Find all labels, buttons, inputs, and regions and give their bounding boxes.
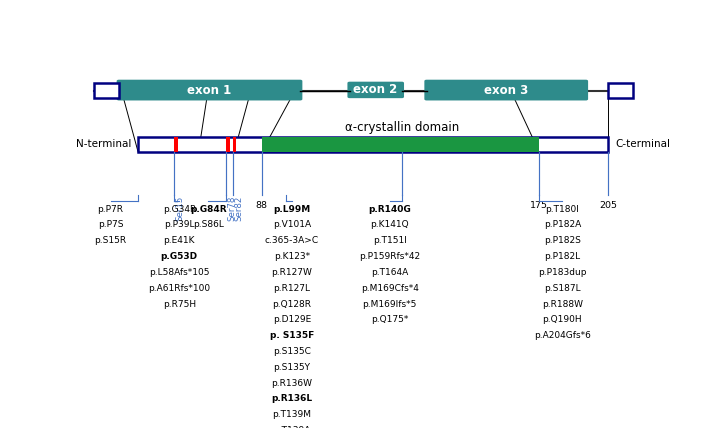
Bar (608, 83, 632, 98)
Text: p.R188W: p.R188W (542, 300, 583, 309)
Text: p.A204Gfs*6: p.A204Gfs*6 (534, 331, 591, 340)
Bar (233, 137, 236, 152)
Text: p.P159Rfs*42: p.P159Rfs*42 (359, 252, 420, 261)
Bar (262, 137, 540, 152)
Text: p.S15R: p.S15R (94, 236, 127, 245)
Text: p.M169Ifs*5: p.M169Ifs*5 (362, 300, 417, 309)
Text: p.R75H: p.R75H (163, 300, 196, 309)
Text: c.365-3A>C: c.365-3A>C (265, 236, 319, 245)
Text: 175: 175 (530, 201, 548, 210)
Text: p.P182A: p.P182A (544, 220, 581, 229)
Bar (226, 137, 230, 152)
Text: p.G34R: p.G34R (162, 205, 196, 214)
Text: p.P7S: p.P7S (98, 220, 123, 229)
Text: 205: 205 (599, 201, 617, 210)
Text: p.Q190H: p.Q190H (542, 315, 582, 324)
Text: p.E41K: p.E41K (164, 236, 195, 245)
Text: p.P7R: p.P7R (98, 205, 123, 214)
Text: Ser82: Ser82 (234, 196, 243, 221)
Text: p.D129E: p.D129E (273, 315, 311, 324)
Text: p.T151I: p.T151I (373, 236, 407, 245)
Text: p.P182S: p.P182S (544, 236, 581, 245)
FancyBboxPatch shape (347, 82, 404, 98)
Text: p.R127L: p.R127L (274, 284, 311, 293)
Text: p.G84R: p.G84R (190, 205, 227, 214)
Text: p.Q175*: p.Q175* (371, 315, 408, 324)
Text: p.K141Q: p.K141Q (370, 220, 409, 229)
Text: p.T180I: p.T180I (545, 205, 579, 214)
Text: p.K123*: p.K123* (274, 252, 310, 261)
Text: p.A61Rfs*100: p.A61Rfs*100 (148, 284, 211, 293)
Bar (94, 83, 119, 98)
Text: p.R136W: p.R136W (272, 379, 313, 388)
Text: p.L99M: p.L99M (273, 205, 311, 214)
Text: Ser15: Ser15 (175, 196, 184, 221)
Text: p.S187L: p.S187L (544, 284, 581, 293)
Text: Ser78: Ser78 (228, 196, 237, 221)
Bar (138, 137, 608, 152)
Text: p.T164A: p.T164A (371, 268, 408, 277)
Text: p.M169Cfs*4: p.M169Cfs*4 (361, 284, 419, 293)
FancyBboxPatch shape (425, 80, 588, 101)
Text: N-terminal: N-terminal (76, 139, 131, 149)
Text: p.T139A: p.T139A (273, 426, 311, 428)
Text: p.P39L: p.P39L (164, 220, 194, 229)
Text: α-crystallin domain: α-crystallin domain (345, 121, 459, 134)
Text: p. S135F: p. S135F (270, 331, 314, 340)
Text: p.P183dup: p.P183dup (538, 268, 586, 277)
Text: p.P182L: p.P182L (545, 252, 581, 261)
Bar (174, 137, 178, 152)
Text: p.S135C: p.S135C (273, 347, 311, 356)
Text: p.G53D: p.G53D (161, 252, 198, 261)
Text: p.S86L: p.S86L (193, 220, 224, 229)
Text: exon 3: exon 3 (484, 84, 528, 97)
Text: p.R140G: p.R140G (369, 205, 411, 214)
Text: C-terminal: C-terminal (615, 139, 670, 149)
Text: exon 1: exon 1 (187, 84, 232, 97)
Text: p.V101A: p.V101A (273, 220, 311, 229)
Text: p.Q128R: p.Q128R (272, 300, 311, 309)
Text: exon 2: exon 2 (353, 83, 398, 96)
Text: p.S135Y: p.S135Y (274, 363, 311, 372)
Text: 88: 88 (256, 201, 268, 210)
FancyBboxPatch shape (117, 80, 302, 101)
Text: p.R127W: p.R127W (272, 268, 313, 277)
Text: p.R136L: p.R136L (272, 395, 313, 404)
Text: p.T139M: p.T139M (272, 410, 311, 419)
Text: p.L58Afs*105: p.L58Afs*105 (149, 268, 210, 277)
